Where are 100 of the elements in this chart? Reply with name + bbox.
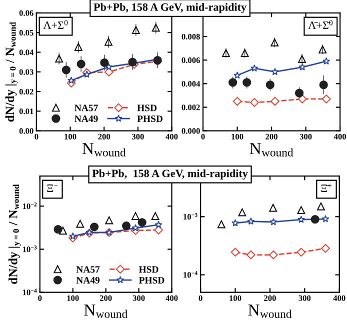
point	[246, 250, 256, 260]
point	[242, 78, 252, 87]
point	[297, 206, 306, 214]
x-tick-label: 100	[67, 295, 79, 301]
x-tick-label: 0	[201, 134, 205, 140]
point	[132, 26, 140, 34]
point	[298, 63, 306, 70]
point	[90, 222, 99, 232]
x-tick-label: 100	[230, 295, 242, 301]
point	[152, 24, 160, 32]
x-tick-label: 200	[266, 134, 278, 140]
point	[238, 208, 246, 216]
y-tick-label: 0.06	[19, 10, 34, 16]
x-tick-label: 200	[100, 295, 112, 301]
y-tick-label: 0.004	[182, 81, 200, 87]
x-tick-label: 0	[38, 295, 42, 301]
y-tick-label: 0.03	[19, 69, 34, 75]
y-tick-label: 0.01	[19, 108, 34, 114]
point	[231, 219, 240, 226]
x-tick-label: 300	[132, 295, 145, 301]
legend-label: PHSD	[137, 116, 162, 122]
y-tick-label: 10$^{−2}$	[22, 202, 37, 210]
x-tick-label: 400	[333, 295, 346, 301]
x-axis-title: N$_{wound}$	[84, 304, 128, 318]
point	[270, 218, 278, 226]
x-tick-label: 200	[264, 295, 276, 301]
point	[247, 217, 255, 225]
x-tick-label: 400	[166, 134, 178, 140]
legend-label: NA49	[76, 277, 100, 284]
chart-title: Pb+Pb, 158 A GeV, mid-rapidity	[94, 3, 246, 14]
point	[269, 204, 278, 212]
point	[240, 49, 249, 57]
x-tick-label: 300	[298, 295, 311, 301]
point	[104, 38, 112, 46]
legend-label: HSD	[138, 266, 158, 273]
annotation: Ξ$^{−}$	[47, 184, 58, 192]
legend-label: NA57	[74, 104, 98, 112]
y-tick-label: 10$^{−3}$	[22, 246, 37, 252]
y-tick-label: 10$^{−3}$	[184, 212, 198, 220]
x-tick-label: 100	[232, 134, 244, 140]
legend-label: PHSD	[138, 277, 164, 284]
y-tick-label: 0.002	[182, 104, 200, 110]
point	[54, 225, 62, 234]
point	[310, 215, 320, 224]
y-tick-label: 0.04	[19, 50, 34, 56]
x-axis-title: N$_{wound}$	[82, 143, 126, 156]
point	[294, 88, 304, 98]
y-tick-label: 10$^{−4}$	[22, 288, 37, 296]
point	[270, 96, 280, 106]
y-tick-label: 0.008	[182, 34, 200, 40]
point	[233, 71, 242, 79]
point	[270, 38, 279, 46]
y-tick-label: 0.02	[19, 88, 34, 95]
point	[154, 220, 162, 228]
legend-label: NA49	[74, 116, 98, 122]
y-tick-label: 0.000	[182, 128, 200, 134]
point	[322, 94, 331, 104]
point	[122, 221, 131, 230]
point	[228, 78, 238, 87]
y-tick-label: 10$^{−4}$	[184, 271, 198, 278]
point	[105, 216, 114, 224]
point	[69, 232, 77, 240]
point	[266, 80, 274, 90]
point	[76, 60, 86, 68]
point	[100, 58, 109, 67]
x-axis-title: N$_{wound}$	[250, 143, 294, 156]
x-tick-label: 100	[64, 134, 76, 140]
legend-label: NA57	[76, 266, 100, 273]
point	[269, 250, 278, 260]
x-tick-label: 400	[166, 295, 178, 301]
point	[132, 212, 140, 220]
annotation: Ξ̄$^{+}$	[321, 184, 332, 192]
point	[297, 216, 305, 223]
point	[298, 54, 306, 63]
point	[250, 64, 258, 72]
annotation: Λ̄+Σ̄$^{0}$	[308, 20, 333, 29]
point	[67, 76, 76, 84]
point	[217, 220, 226, 228]
point	[317, 202, 325, 210]
annotation: Λ+Σ$^{0}$	[43, 20, 68, 29]
point	[230, 248, 240, 257]
point	[271, 68, 279, 76]
x-tick-label: 0	[34, 134, 38, 140]
y-tick-label: 0.05	[19, 30, 34, 36]
point	[319, 80, 328, 90]
x-tick-label: 0	[198, 295, 202, 301]
chart-title: Pb+Pb, 158 A GeV, mid-rapidity	[92, 169, 248, 180]
point	[132, 224, 140, 232]
point	[76, 220, 84, 228]
point	[222, 49, 230, 57]
point	[318, 46, 327, 54]
point	[154, 226, 163, 234]
y-tick-label: 0.00	[19, 128, 34, 134]
point	[322, 57, 330, 65]
y-axis-title: dN/dy |$_{y=0}$ / N$_{wound}$	[5, 22, 18, 122]
point	[232, 96, 242, 106]
point	[62, 66, 71, 74]
y-tick-label: 0.006	[182, 57, 200, 64]
x-tick-label: 300	[132, 134, 144, 140]
x-tick-label: 200	[98, 134, 110, 140]
